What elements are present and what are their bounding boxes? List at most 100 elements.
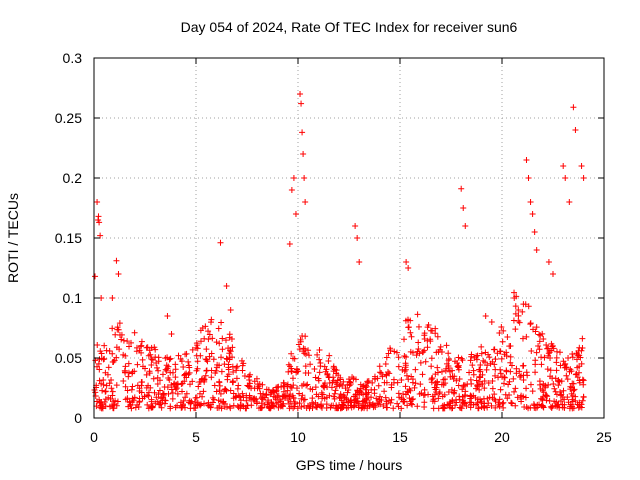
data-point (339, 401, 346, 408)
data-point (122, 383, 129, 390)
data-point (538, 354, 545, 361)
x-tick-label: 20 (494, 429, 510, 445)
data-point (288, 187, 295, 193)
data-point (103, 382, 110, 389)
data-point (115, 326, 122, 333)
data-point (226, 354, 233, 361)
data-point (527, 381, 534, 388)
data-point (294, 405, 301, 412)
data-point (301, 175, 308, 181)
data-point (499, 400, 506, 407)
data-point (441, 391, 448, 398)
data-point (376, 369, 383, 376)
data-point (500, 399, 507, 406)
data-point (442, 380, 449, 387)
data-point (470, 367, 477, 374)
data-point (217, 239, 224, 246)
data-point (532, 369, 539, 376)
data-point (550, 380, 557, 387)
data-point (572, 393, 579, 400)
data-point (259, 381, 266, 388)
x-axis-label: GPS time / hours (296, 457, 403, 473)
data-point (189, 346, 196, 353)
data-point (429, 327, 436, 334)
data-point (481, 377, 488, 384)
data-point (512, 303, 519, 310)
data-point (209, 399, 216, 406)
data-point (536, 381, 543, 388)
data-point (503, 367, 510, 374)
data-point (153, 364, 160, 371)
data-point (275, 404, 282, 411)
data-point (144, 401, 151, 408)
data-point (216, 382, 223, 389)
data-point (339, 382, 346, 389)
data-point (466, 369, 473, 376)
data-point (519, 362, 526, 369)
data-point (288, 368, 295, 375)
data-point (507, 342, 514, 349)
data-point (196, 390, 203, 397)
data-point (553, 399, 560, 406)
data-point (126, 343, 133, 350)
data-point (357, 388, 364, 395)
data-point (383, 371, 390, 378)
data-point (517, 373, 524, 380)
data-point (150, 375, 157, 382)
data-point (484, 362, 491, 369)
data-point (460, 397, 467, 404)
data-point (290, 382, 297, 389)
data-point (177, 399, 184, 406)
data-point (460, 383, 467, 390)
data-point (414, 403, 421, 410)
data-point (378, 397, 385, 404)
data-point (197, 338, 204, 345)
data-point (326, 374, 333, 381)
data-point (138, 349, 145, 356)
data-point (474, 381, 481, 388)
data-point (102, 403, 109, 410)
data-point (219, 335, 226, 342)
data-point (527, 321, 534, 328)
data-point (216, 379, 223, 386)
data-point (455, 354, 462, 361)
data-point (156, 401, 163, 408)
data-point (139, 363, 146, 370)
data-point (580, 394, 587, 401)
data-point (107, 395, 114, 402)
data-point (129, 383, 136, 390)
data-point (286, 241, 293, 247)
data-point (305, 369, 312, 376)
data-point (205, 402, 212, 409)
data-point (298, 100, 305, 107)
data-point (317, 363, 324, 370)
data-point (511, 289, 518, 296)
data-point (218, 368, 225, 375)
data-point (133, 348, 140, 355)
data-point (578, 163, 585, 169)
data-point (128, 386, 135, 393)
data-point (204, 358, 211, 365)
data-point (153, 359, 160, 366)
data-point (579, 344, 586, 351)
data-point (105, 364, 112, 371)
data-point (512, 385, 519, 392)
data-point (381, 388, 388, 395)
data-point (576, 363, 583, 370)
data-point (411, 384, 418, 391)
data-point (438, 368, 445, 375)
data-point (404, 388, 411, 395)
data-point (193, 340, 200, 347)
data-point (160, 392, 167, 399)
data-point (545, 381, 552, 388)
data-point (401, 336, 408, 343)
data-point (354, 235, 361, 241)
data-point (265, 397, 272, 404)
data-point (118, 331, 125, 338)
data-point (529, 211, 536, 217)
data-point (192, 394, 199, 401)
y-tick-label: 0.25 (55, 110, 82, 126)
data-point (387, 345, 394, 352)
data-point (347, 379, 354, 386)
data-point (467, 395, 474, 402)
